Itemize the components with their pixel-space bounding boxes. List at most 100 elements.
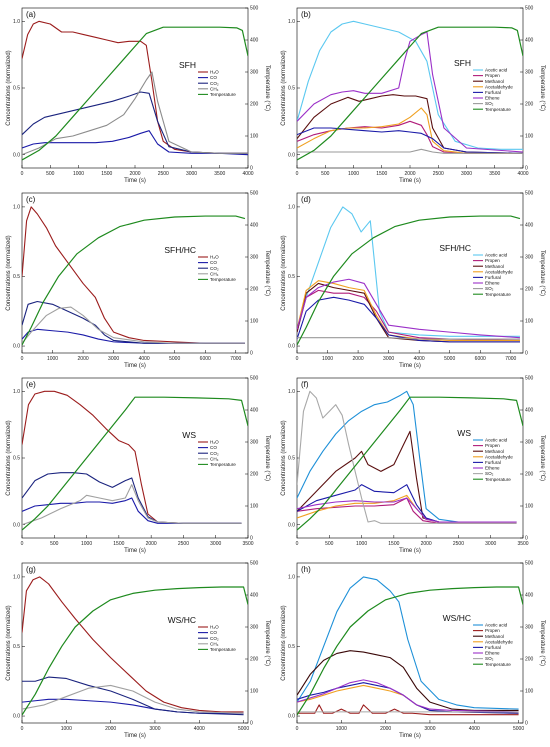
chart-1-panel-label: (a) <box>26 10 36 19</box>
chart-5-ytick-label: 1.0 <box>13 389 20 395</box>
chart-1-xtick-label: 500 <box>46 171 55 177</box>
chart-7-xtick-label: 0 <box>21 726 24 732</box>
chart-8-xtick-label: 3000 <box>424 726 435 732</box>
chart-1-series-temperature <box>22 26 248 161</box>
chart-8: 0 1000 2000 3000 4000 5000 0.0 0.5 1.0 0 100 200 300… <box>281 561 545 739</box>
chart-8-y2tick-label: 300 <box>525 625 534 631</box>
chart-8-legend-label: Acetaldehyde <box>485 639 513 644</box>
chart-6-series-7 <box>297 390 517 524</box>
chart-5-y2tick-label: 100 <box>250 504 259 510</box>
chart-7-ytick-label: 0.0 <box>13 714 20 720</box>
chart-8-legend-label: Furfural <box>485 645 501 650</box>
chart-1-legend-label: CH₄ <box>210 86 219 91</box>
chart-1-y2tick-label: 400 <box>250 38 259 44</box>
chart-4-xlabel: Time (s) <box>399 363 421 369</box>
chart-7-panel-label: (g) <box>26 565 36 574</box>
chart-4-ytick-label: 0.0 <box>288 344 295 350</box>
chart-8-legend-label: Temperature <box>485 662 511 667</box>
chart-4-xtick-label: 5000 <box>444 356 455 362</box>
chart-4-legend-label: Furfural <box>485 275 501 280</box>
chart-2-sample-label: SFH <box>454 58 471 68</box>
chart-6-lines <box>297 390 523 531</box>
chart-8-series-5 <box>297 682 519 714</box>
chart-6-y2tick-label: 500 <box>525 376 534 382</box>
chart-2-series-5 <box>297 127 523 154</box>
chart-5-xtick-label: 1000 <box>81 541 92 547</box>
chart-7-xtick-label: 5000 <box>238 726 249 732</box>
chart-5-xtick-label: 0 <box>21 541 24 547</box>
chart-6-xtick-label: 1000 <box>356 541 367 547</box>
chart-5-legend-label: Temperature <box>210 462 236 467</box>
chart-6-y2tick-label: 100 <box>525 504 534 510</box>
chart-4-series-6 <box>297 278 520 339</box>
chart-6-xtick-label: 500 <box>325 541 334 547</box>
chart-4-frame <box>296 192 524 354</box>
chart-2-xtick-label: 1000 <box>348 171 359 177</box>
chart-4-xtick-label: 3000 <box>383 356 394 362</box>
chart-7-legend-label: CO <box>210 630 217 635</box>
chart-8-ylabel-right: Temperature (°C) <box>539 620 545 666</box>
chart-2-y2tick-label: 200 <box>525 102 534 108</box>
chart-1-xtick-label: 2000 <box>129 171 140 177</box>
chart-7: 0 1000 2000 3000 4000 5000 0.0 0.5 1.0 0 100 200 300… <box>6 561 270 739</box>
chart-6-xtick-label: 3000 <box>485 541 496 547</box>
chart-1-legend-label: CO <box>210 75 217 80</box>
chart-2-legend-label: SO₂ <box>485 101 494 106</box>
chart-1-xtick-label: 3500 <box>214 171 225 177</box>
chart-3-xtick-label: 4000 <box>139 356 150 362</box>
chart-4-series-2 <box>297 289 520 342</box>
chart-4-y2tick-label: 300 <box>525 255 534 261</box>
chart-2-ytick-label: 0.0 <box>288 152 295 158</box>
chart-5-series-temperature <box>22 396 248 531</box>
chart-8-y2tick-label: 100 <box>525 689 534 695</box>
chart-4-xtick-label: 4000 <box>414 356 425 362</box>
chart-1-ytick-label: 0.0 <box>13 152 20 158</box>
chart-5-ytick-label: 0.0 <box>13 522 20 528</box>
chart-5-y2tick-label: 500 <box>250 376 259 382</box>
chart-8-series-1 <box>297 576 519 710</box>
chart-1-legend-label: CO₂ <box>210 81 219 86</box>
chart-4-legend-label: Methanol <box>485 264 504 269</box>
chart-1-xtick-label: 1000 <box>73 171 84 177</box>
chart-2-xtick-label: 3500 <box>489 171 500 177</box>
chart-4-y2tick-label: 400 <box>525 223 534 229</box>
chart-5-xtick-label: 1500 <box>113 541 124 547</box>
chart-6-legend-label: Methanol <box>485 449 504 454</box>
chart-8-series-6 <box>297 679 519 713</box>
chart-3-ylabel: Concentrations (normalized) <box>6 235 12 310</box>
chart-6-legend-label: Furfural <box>485 460 501 465</box>
chart-7-xtick-label: 4000 <box>194 726 205 732</box>
chart-2-series-6 <box>297 31 523 153</box>
chart-8-legend-label: Methanol <box>485 634 504 639</box>
chart-5-xtick-label: 2500 <box>178 541 189 547</box>
chart-3-sample-label: SFH/HC <box>164 245 196 255</box>
chart-2-series-1 <box>297 20 523 150</box>
chart-2-xtick-label: 0 <box>296 171 299 177</box>
chart-1-sample-label: SFH <box>179 60 196 70</box>
chart-6-ylabel-right: Temperature (°C) <box>539 435 545 481</box>
chart-7-y2tick-label: 0 <box>250 721 253 727</box>
chart-3-y2tick-label: 300 <box>250 255 259 261</box>
chart-3-legend-label: Temperature <box>210 277 236 282</box>
chart-4-series-temperature <box>297 215 521 346</box>
chart-7-xtick-label: 1000 <box>61 726 72 732</box>
chart-4-xtick-label: 1000 <box>322 356 333 362</box>
chart-1-xtick-label: 0 <box>21 171 24 177</box>
chart-8-legend-label: Propen <box>485 628 500 633</box>
chart-6-legend-label: Ethene <box>485 466 500 471</box>
chart-5-panel-label: (e) <box>26 380 36 389</box>
chart-7-legend-label: H₂O <box>210 625 219 630</box>
chart-5-xtick-label: 3500 <box>242 541 253 547</box>
chart-3-panel-label: (c) <box>26 195 36 204</box>
chart-4-legend-label: Acetaldehyde <box>485 269 513 274</box>
chart-4-y2tick-label: 200 <box>525 287 534 293</box>
chart-6-xlabel: Time (s) <box>399 548 421 554</box>
chart-2-series-4 <box>297 107 523 154</box>
chart-8-legend-label: Acetic acid <box>485 623 508 628</box>
chart-1-y2tick-label: 500 <box>250 6 259 12</box>
chart-3-xtick-label: 7000 <box>230 356 241 362</box>
chart-5-y2tick-label: 0 <box>250 536 253 542</box>
chart-2-y2tick-label: 400 <box>525 38 534 44</box>
chart-1-xtick-label: 3000 <box>186 171 197 177</box>
